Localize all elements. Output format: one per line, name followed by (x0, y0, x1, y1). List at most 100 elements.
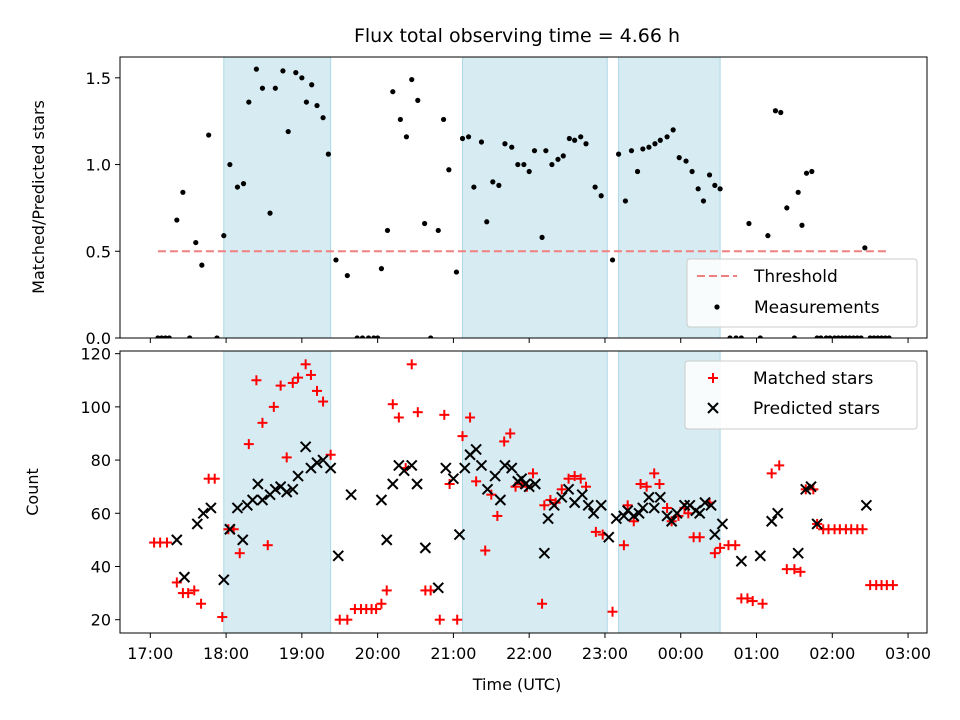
measurement-point (543, 148, 548, 153)
predicted-star-point (420, 543, 430, 553)
measurement-point (286, 129, 291, 134)
figure: Flux total observing time = 4.66 h 0.00.… (0, 0, 960, 720)
measurement-point (227, 162, 232, 167)
bottom-y-ticks: 20 40 60 80 100 120 (80, 345, 120, 630)
predicted-star-point (346, 490, 356, 500)
measurement-point (567, 136, 572, 141)
measurement-point (174, 217, 179, 222)
legend-matched-label: Matched stars (753, 369, 873, 389)
matched-star-point (730, 540, 740, 550)
measurement-point (496, 183, 501, 188)
measurement-point (273, 86, 278, 91)
measurement-point (199, 263, 204, 268)
measurement-point (646, 145, 651, 150)
measurement-point (246, 99, 251, 104)
y-tick-label: 40 (91, 557, 111, 576)
measurement-point (466, 134, 471, 139)
measurement-point (460, 136, 465, 141)
shaded-interval (463, 57, 608, 338)
measurement-point (415, 98, 420, 103)
predicted-star-point (376, 495, 386, 505)
measurement-point (561, 153, 566, 158)
measurement-point (784, 205, 789, 210)
measurement-point (404, 134, 409, 139)
matched-star-point (426, 585, 436, 595)
x-tick-label: 02:00 (809, 644, 855, 663)
measurement-point (180, 190, 185, 195)
predicted-star-point (448, 474, 458, 484)
legend-measurements-swatch (714, 304, 719, 309)
measurement-point (572, 138, 577, 143)
shaded-interval (224, 57, 331, 338)
matched-star-point (210, 474, 220, 484)
measurement-point (221, 233, 226, 238)
measurement-point (671, 127, 676, 132)
measurement-point (718, 186, 723, 191)
x-tick-label: 23:00 (582, 644, 628, 663)
measurement-point (539, 235, 544, 240)
bottom-y-axis-label: Count (23, 468, 42, 516)
legend-predicted-label: Predicted stars (753, 399, 880, 419)
measurement-point (640, 146, 645, 151)
measurement-point (658, 138, 663, 143)
measurement-point (635, 169, 640, 174)
measurement-point (555, 157, 560, 162)
measurement-point (804, 171, 809, 176)
x-axis-label: Time (UTC) (472, 675, 561, 694)
measurement-point (490, 179, 495, 184)
matched-star-point (858, 524, 868, 534)
measurement-point (809, 169, 814, 174)
predicted-star-point (861, 500, 871, 510)
measurement-point (593, 184, 598, 189)
y-tick-label: 0.5 (86, 242, 111, 261)
measurement-point (454, 269, 459, 274)
predicted-star-point (441, 463, 451, 473)
x-tick-label: 20:00 (355, 644, 401, 663)
measurement-point (664, 134, 669, 139)
bottom-shaded-intervals (224, 351, 720, 633)
measurement-point (314, 103, 319, 108)
measurement-point (778, 110, 783, 115)
matched-star-point (388, 399, 398, 409)
top-y-ticks: 0.00.51.01.5 (86, 69, 120, 348)
measurement-point (532, 148, 537, 153)
measurement-point (862, 245, 867, 250)
measurement-point (527, 169, 532, 174)
measurement-point (712, 183, 717, 188)
predicted-star-point (736, 556, 746, 566)
y-tick-label: 100 (80, 398, 111, 417)
matched-star-point (452, 615, 462, 625)
predicted-star-point (433, 583, 443, 593)
measurement-point (280, 68, 285, 73)
measurement-point (235, 184, 240, 189)
predicted-star-point (793, 548, 803, 558)
measurement-point (398, 117, 403, 122)
measurement-point (479, 139, 484, 144)
measurement-point (799, 223, 804, 228)
measurement-point (422, 221, 427, 226)
predicted-star-point (767, 516, 777, 526)
measurement-point (502, 141, 507, 146)
measurement-point (293, 70, 298, 75)
measurement-point (578, 134, 583, 139)
measurement-point (326, 152, 331, 157)
measurement-point (260, 86, 265, 91)
measurement-point (610, 257, 615, 262)
top-y-axis-label: Matched/Predicted stars (29, 100, 48, 294)
x-tick-label: 00:00 (658, 644, 704, 663)
measurement-point (409, 77, 414, 82)
matched-star-point (376, 599, 386, 609)
matched-star-point (342, 615, 352, 625)
chart-title: Flux total observing time = 4.66 h (354, 25, 680, 47)
measurement-point (796, 190, 801, 195)
measurement-point (629, 148, 634, 153)
measurement-point (515, 162, 520, 167)
x-tick-label: 22:00 (506, 644, 552, 663)
measurement-point (299, 75, 304, 80)
matched-star-point (413, 407, 423, 417)
measurement-point (707, 172, 712, 177)
measurement-point (484, 219, 489, 224)
measurement-point (701, 198, 706, 203)
measurement-point (390, 89, 395, 94)
x-tick-label: 01:00 (733, 644, 779, 663)
